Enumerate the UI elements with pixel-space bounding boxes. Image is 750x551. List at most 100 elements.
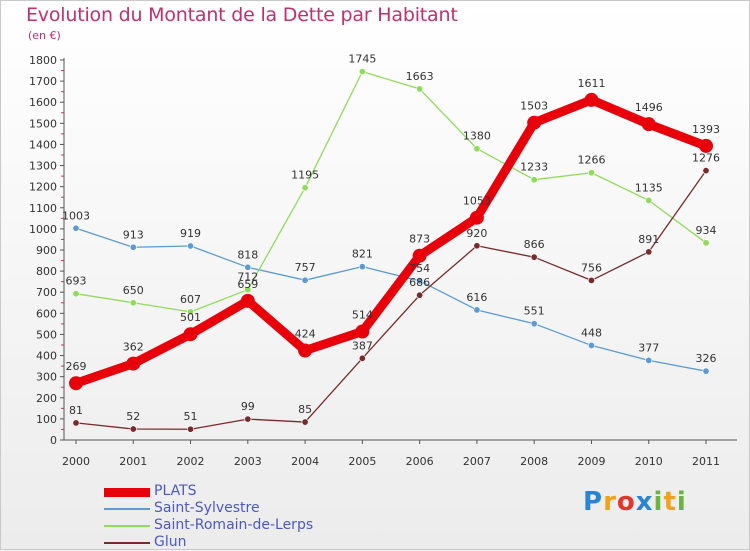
data-point: [301, 276, 309, 284]
data-point: [298, 343, 313, 358]
data-label: 1393: [692, 123, 720, 136]
logo-letter: i: [653, 487, 664, 517]
legend-label: Glun: [154, 534, 187, 550]
data-label: 873: [409, 233, 430, 246]
y-tick-label: 300: [36, 371, 57, 384]
data-label: 1266: [577, 154, 605, 167]
data-point: [358, 354, 366, 362]
data-point: [699, 138, 713, 153]
data-point: [584, 92, 599, 107]
data-label: 920: [466, 227, 487, 240]
series-line-Saint-Romain-de-Lerps: [75, 70, 707, 313]
legend-label: PLATS: [154, 483, 197, 499]
data-label: 756: [581, 261, 602, 274]
data-point: [587, 276, 595, 284]
data-label: 1053: [463, 195, 491, 208]
data-label: 551: [524, 305, 545, 318]
legend-swatch: [104, 508, 150, 510]
data-point: [72, 290, 80, 298]
data-point: [473, 145, 481, 153]
data-label: 712: [237, 271, 258, 284]
data-point: [240, 293, 255, 308]
data-label: 818: [237, 248, 258, 261]
x-tick-label: 2007: [463, 455, 491, 468]
data-label: 377: [638, 341, 659, 354]
chart-title: Evolution du Montant de la Dette par Hab…: [26, 4, 458, 26]
x-tick-label: 2008: [520, 455, 548, 468]
x-tick-label: 2004: [291, 455, 319, 468]
data-label: 1503: [520, 100, 548, 113]
series-line-Glun: [75, 169, 707, 430]
data-point: [473, 306, 481, 314]
data-point: [645, 196, 653, 204]
data-label: 501: [180, 311, 201, 324]
series-line-Saint-Sylvestre: [75, 227, 707, 372]
data-label: 1003: [62, 209, 90, 222]
data-label: 1380: [463, 130, 491, 143]
x-tick-label: 2009: [577, 455, 605, 468]
legend-label: Saint-Romain-de-Lerps: [154, 517, 314, 533]
data-label: 362: [123, 341, 144, 354]
data-point: [358, 68, 366, 76]
proxiti-logo: Proxiti: [583, 487, 687, 517]
data-label: 81: [69, 404, 83, 417]
logo-letter: o: [616, 487, 636, 517]
y-tick-label: 400: [36, 350, 57, 363]
data-point: [129, 243, 137, 251]
y-tick-label: 800: [36, 265, 57, 278]
x-tick-label: 2002: [177, 455, 205, 468]
data-point: [702, 239, 710, 247]
data-point: [530, 253, 538, 261]
y-tick-label: 1500: [29, 117, 57, 130]
y-tick-label: 1700: [29, 75, 57, 88]
data-label: 919: [180, 227, 201, 240]
data-label: 514: [352, 308, 373, 321]
data-label: 448: [581, 326, 602, 339]
data-label: 1611: [577, 77, 605, 90]
data-label: 686: [409, 276, 430, 289]
data-label: 326: [696, 352, 717, 365]
data-label: 693: [66, 275, 87, 288]
data-point: [301, 418, 309, 426]
data-point: [126, 356, 141, 371]
logo-letter: x: [635, 487, 654, 517]
y-tick-label: 600: [36, 307, 57, 320]
data-label: 387: [352, 339, 373, 352]
legend-swatch: [104, 542, 150, 544]
x-tick-label: 2011: [692, 455, 720, 468]
y-tick-label: 0: [50, 434, 57, 447]
y-tick-label: 900: [36, 244, 57, 257]
data-label: 269: [66, 360, 87, 373]
data-point: [530, 176, 538, 184]
data-label: 616: [466, 291, 487, 304]
logo-letter: P: [583, 487, 604, 517]
data-point: [416, 277, 424, 285]
data-label: 754: [409, 262, 430, 275]
data-point: [187, 308, 195, 316]
y-tick-label: 1300: [29, 160, 57, 173]
data-point: [530, 320, 538, 328]
data-point: [187, 425, 195, 433]
x-tick-label: 2003: [234, 455, 262, 468]
data-label: 424: [295, 327, 316, 340]
data-point: [129, 425, 137, 433]
data-point: [72, 224, 80, 232]
y-tick-label: 100: [36, 413, 57, 426]
data-label: 891: [638, 233, 659, 246]
data-point: [358, 263, 366, 271]
data-point: [645, 356, 653, 364]
data-label: 934: [696, 224, 717, 237]
data-point: [587, 341, 595, 349]
data-point: [473, 242, 481, 250]
data-point: [72, 419, 80, 427]
data-point: [244, 263, 252, 271]
data-label: 52: [126, 410, 140, 423]
y-tick-label: 200: [36, 392, 57, 405]
data-point: [645, 248, 653, 256]
data-label: 1195: [291, 169, 319, 182]
data-point: [412, 248, 427, 263]
data-label: 650: [123, 284, 144, 297]
data-point: [641, 117, 656, 132]
x-tick-label: 2006: [406, 455, 434, 468]
